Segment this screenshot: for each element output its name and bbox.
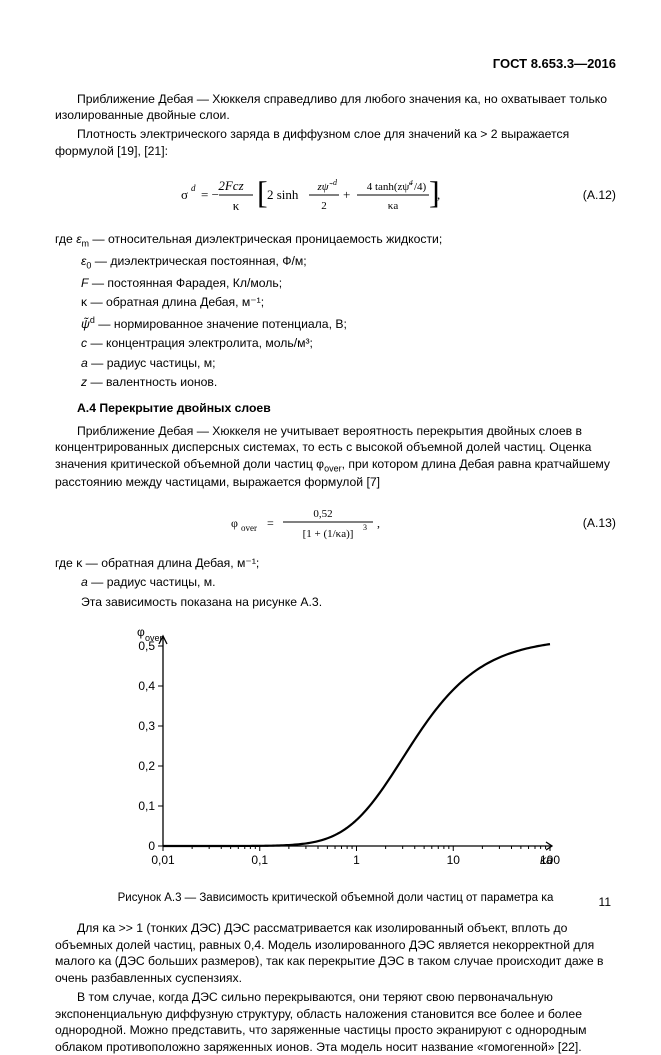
svg-text:0,3: 0,3 xyxy=(138,719,155,733)
svg-text:= −: = − xyxy=(201,187,219,202)
para-ref-fig: Эта зависимость показана на рисунке А.3. xyxy=(81,594,616,610)
para-2: Плотность электрического заряда в диффуз… xyxy=(55,126,616,159)
svg-text:φ: φ xyxy=(231,516,238,530)
svg-text:κa: κa xyxy=(540,853,553,867)
defs2-lead: где xyxy=(55,556,76,570)
def-6: — радиус частицы, м; xyxy=(88,356,216,370)
svg-text:0,4: 0,4 xyxy=(138,679,155,693)
equation-a13-row: φover = 0,52 [1 + (1/κa)] 3, (А.13) xyxy=(55,501,616,545)
para-after-2: В том случае, когда ДЭС сильно перекрыва… xyxy=(55,989,616,1055)
svg-text:over: over xyxy=(241,523,257,533)
figure-a3-caption: Рисунок А.3 — Зависимость критической об… xyxy=(55,891,616,907)
figure-a3-chart: 00,10,20,30,40,50,010,1110100φoverκa xyxy=(115,620,575,880)
def2-0: — обратная длина Дебая, м⁻¹; xyxy=(82,556,259,570)
definitions-2: где κ — обратная длина Дебая, м⁻¹; a — р… xyxy=(55,555,616,610)
svg-text:2Fcz: 2Fcz xyxy=(218,178,243,193)
equation-a12-number: (А.12) xyxy=(566,187,616,203)
para-after-1: Для κа >> 1 (тонких ДЭС) ДЭС рассматрива… xyxy=(55,920,616,986)
equation-a12-row: σd= −2Fczκ[2 sinhzψ̃d2+4 tanh(zψ̃d/4)κa]… xyxy=(55,169,616,221)
para-1: Приближение Дебая — Хюккеля справедливо … xyxy=(55,91,616,124)
svg-text:[1 + (1/κa)]: [1 + (1/κa)] xyxy=(302,528,353,540)
svg-text:0,1: 0,1 xyxy=(251,853,268,867)
def-7: — валентность ионов. xyxy=(87,375,217,389)
svg-text:2: 2 xyxy=(321,200,327,212)
def-2: — постоянная Фарадея, Кл/моль; xyxy=(88,276,282,290)
svg-text:10: 10 xyxy=(447,853,461,867)
svg-text:σ: σ xyxy=(181,187,188,202)
definitions-1: где εm — относительная диэлектрическая п… xyxy=(55,231,616,390)
svg-text:over: over xyxy=(145,633,163,643)
svg-text:d: d xyxy=(409,179,413,187)
svg-text:4 tanh(zψ̃: 4 tanh(zψ̃ xyxy=(366,181,413,193)
svg-text:0,2: 0,2 xyxy=(138,759,155,773)
svg-text:+: + xyxy=(343,187,350,202)
equation-a12: σd= −2Fczκ[2 sinhzψ̃d2+4 tanh(zψ̃d/4)κa]… xyxy=(181,169,441,221)
svg-text:φ: φ xyxy=(137,625,145,639)
equation-a13-number: (А.13) xyxy=(566,515,616,531)
def2-1: — радиус частицы, м. xyxy=(88,575,216,589)
section-a4-heading: А.4 Перекрытие двойных слоев xyxy=(77,400,616,416)
def-0: — относительная диэлектрическая проницае… xyxy=(89,232,442,246)
equation-a13: φover = 0,52 [1 + (1/κa)] 3, xyxy=(231,501,391,545)
def-4: — нормированное значение потенциала, В; xyxy=(95,317,347,331)
page-number: 11 xyxy=(599,894,611,910)
page-header: ГОСТ 8.653.3—2016 xyxy=(55,55,616,73)
svg-text:2 sinh: 2 sinh xyxy=(267,187,299,202)
svg-text:0: 0 xyxy=(148,839,155,853)
svg-text:zψ̃: zψ̃ xyxy=(316,181,333,193)
svg-text:3: 3 xyxy=(363,523,367,532)
defs-lead: где xyxy=(55,232,76,246)
def-3: — обратная длина Дебая, м⁻¹; xyxy=(87,295,264,309)
para-a4-1: Приближение Дебая — Хюккеля не учитывает… xyxy=(55,423,616,491)
svg-text:d: d xyxy=(191,183,196,193)
svg-text:/4): /4) xyxy=(414,181,427,193)
svg-text:0,01: 0,01 xyxy=(151,853,175,867)
svg-text:1: 1 xyxy=(353,853,360,867)
svg-text:d: d xyxy=(333,178,338,187)
svg-text:,: , xyxy=(437,187,440,202)
def-5: — концентрация электролита, моль/м³; xyxy=(87,336,313,350)
svg-text:0,1: 0,1 xyxy=(138,799,155,813)
svg-text:0,52: 0,52 xyxy=(313,508,332,520)
svg-text:=: = xyxy=(267,516,274,530)
def-1: — диэлектрическая постоянная, Ф/м; xyxy=(91,254,306,268)
svg-text:κ: κ xyxy=(232,198,239,213)
svg-text:κa: κa xyxy=(387,200,398,212)
svg-text:,: , xyxy=(377,516,380,530)
para-a4-1-sub: over xyxy=(324,463,342,473)
